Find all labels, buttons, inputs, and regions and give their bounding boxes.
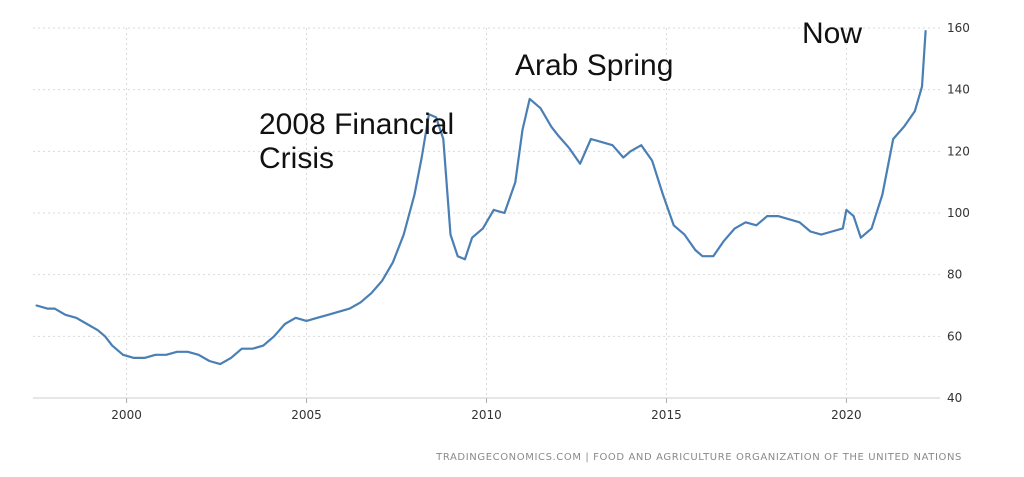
x-tick-label: 2015	[651, 408, 682, 422]
series-area	[35, 30, 927, 366]
y-tick-label: 60	[947, 329, 962, 343]
annotation-arab-spring: Arab Spring	[515, 49, 673, 82]
axes: 40 60 80 100 120 140 160 2000 2005 2010 2015 2020	[33, 21, 970, 422]
y-tick-label: 40	[947, 391, 962, 405]
y-tick-label: 100	[947, 206, 970, 220]
y-tick-label: 140	[947, 83, 970, 97]
y-tick-label: 160	[947, 21, 970, 35]
y-tick-label: 80	[947, 268, 962, 282]
x-tick-label: 2020	[831, 408, 862, 422]
x-tick-label: 2000	[111, 408, 142, 422]
series-line	[35, 30, 927, 366]
annotation-now: Now	[802, 17, 862, 50]
grid	[33, 27, 940, 399]
source-credit: TRADINGECONOMICS.COM | FOOD AND AGRICULT…	[435, 452, 962, 463]
y-tick-label: 120	[947, 144, 970, 158]
x-tick-label: 2005	[291, 408, 322, 422]
annotation-2008-financial-crisis-line1: 2008 Financial	[259, 108, 454, 141]
x-tick-label: 2010	[471, 408, 502, 422]
annotation-2008-financial-crisis-line2: Crisis	[259, 142, 334, 175]
